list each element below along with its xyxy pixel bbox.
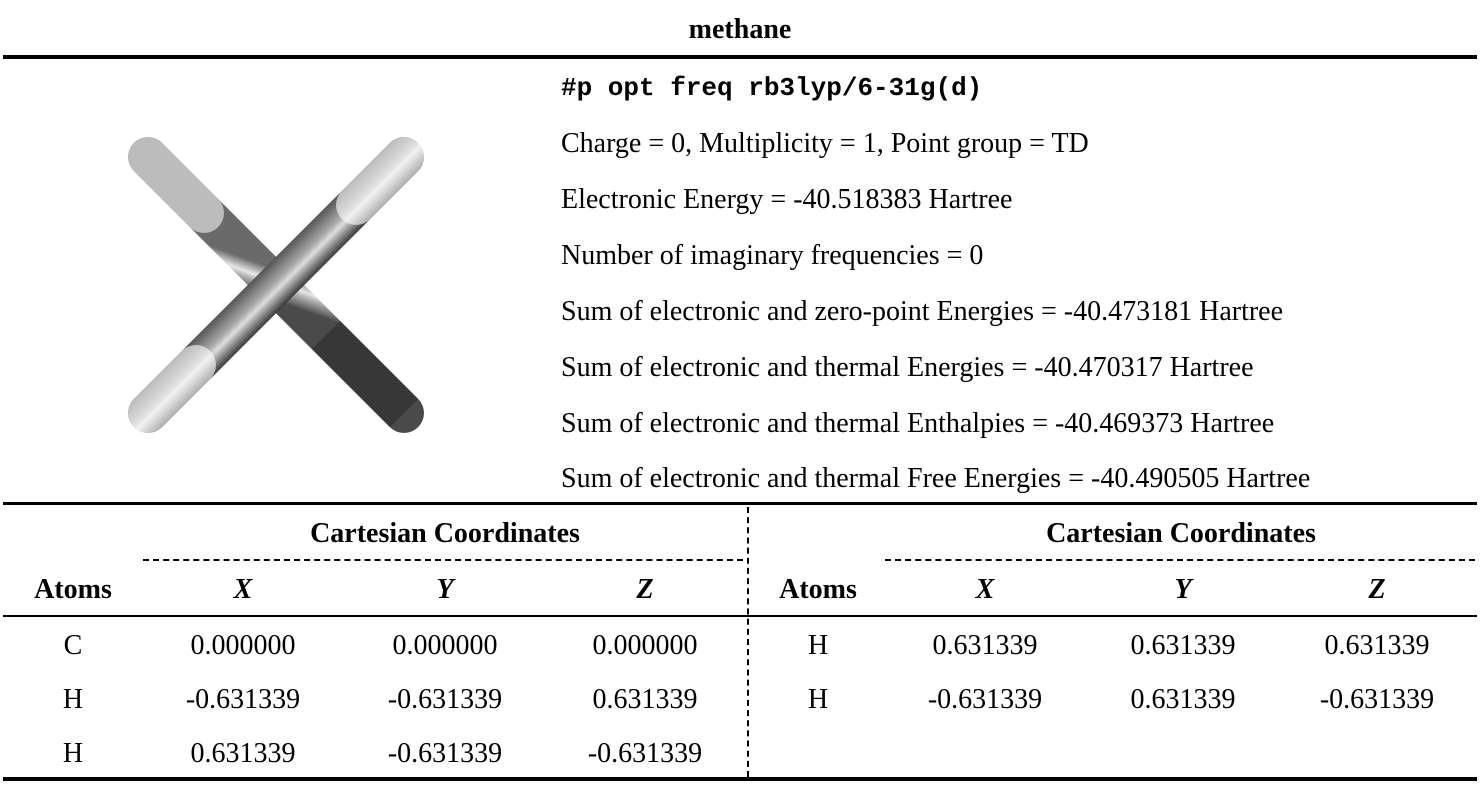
table-cell: H bbox=[62, 738, 84, 769]
table-cell: -0.631339 bbox=[587, 738, 703, 769]
right-coordinates-underline bbox=[885, 559, 1475, 561]
bond-stick-front bbox=[128, 137, 424, 433]
table-cell: 0.000000 bbox=[592, 630, 698, 661]
left-atoms-header: Atoms bbox=[34, 574, 112, 605]
table-vertical-divider bbox=[747, 507, 749, 777]
table-cell: 0.631339 bbox=[932, 630, 1038, 661]
table-top-rule bbox=[3, 502, 1477, 505]
left-coordinates-underline bbox=[143, 559, 743, 561]
right-atoms-header: Atoms bbox=[779, 574, 857, 605]
table-cell: 0.631339 bbox=[1130, 630, 1236, 661]
left-coordinates-header: Cartesian Coordinates bbox=[310, 518, 580, 549]
table-cell: H bbox=[62, 684, 84, 715]
electronic-energy-line: Electronic Energy = -40.518383 Hartree bbox=[561, 184, 1013, 215]
table-cell: -0.631339 bbox=[185, 684, 301, 715]
molecule-3d-image bbox=[128, 137, 424, 433]
top-rule bbox=[3, 55, 1477, 59]
table-cell: 0.631339 bbox=[190, 738, 296, 769]
right-coordinates-header: Cartesian Coordinates bbox=[1046, 518, 1316, 549]
right-x-header: X bbox=[975, 574, 995, 605]
table-cell: -0.631339 bbox=[1319, 684, 1435, 715]
left-z-header: Z bbox=[636, 574, 654, 605]
table-bottom-rule bbox=[3, 777, 1477, 781]
charge-multiplicity-line: Charge = 0, Multiplicity = 1, Point grou… bbox=[561, 128, 1089, 159]
table-cell: 0.000000 bbox=[190, 630, 296, 661]
imaginary-frequencies-line: Number of imaginary frequencies = 0 bbox=[561, 240, 984, 271]
table-cell: C bbox=[63, 630, 83, 661]
molecule-title: methane bbox=[688, 14, 792, 45]
right-z-header: Z bbox=[1368, 574, 1386, 605]
thermal-enthalpy-line: Sum of electronic and thermal Enthalpies… bbox=[561, 408, 1275, 439]
table-cell: 0.000000 bbox=[392, 630, 498, 661]
table-cell: 0.631339 bbox=[1324, 630, 1430, 661]
thermal-energy-line: Sum of electronic and thermal Energies =… bbox=[561, 352, 1254, 383]
table-header-rule bbox=[3, 615, 1477, 617]
zero-point-energy-line: Sum of electronic and zero-point Energie… bbox=[561, 296, 1284, 327]
route-line: #p opt freq rb3lyp/6-31g(d) bbox=[561, 73, 983, 103]
left-x-header: X bbox=[233, 574, 253, 605]
free-energy-line: Sum of electronic and thermal Free Energ… bbox=[561, 463, 1311, 494]
left-y-header: Y bbox=[436, 574, 454, 605]
table-cell: 0.631339 bbox=[592, 684, 698, 715]
table-cell: -0.631339 bbox=[387, 684, 503, 715]
table-cell: -0.631339 bbox=[387, 738, 503, 769]
table-cell: H bbox=[807, 630, 829, 661]
right-y-header: Y bbox=[1174, 574, 1192, 605]
table-cell: 0.631339 bbox=[1130, 684, 1236, 715]
table-cell: H bbox=[807, 684, 829, 715]
table-cell: -0.631339 bbox=[927, 684, 1043, 715]
